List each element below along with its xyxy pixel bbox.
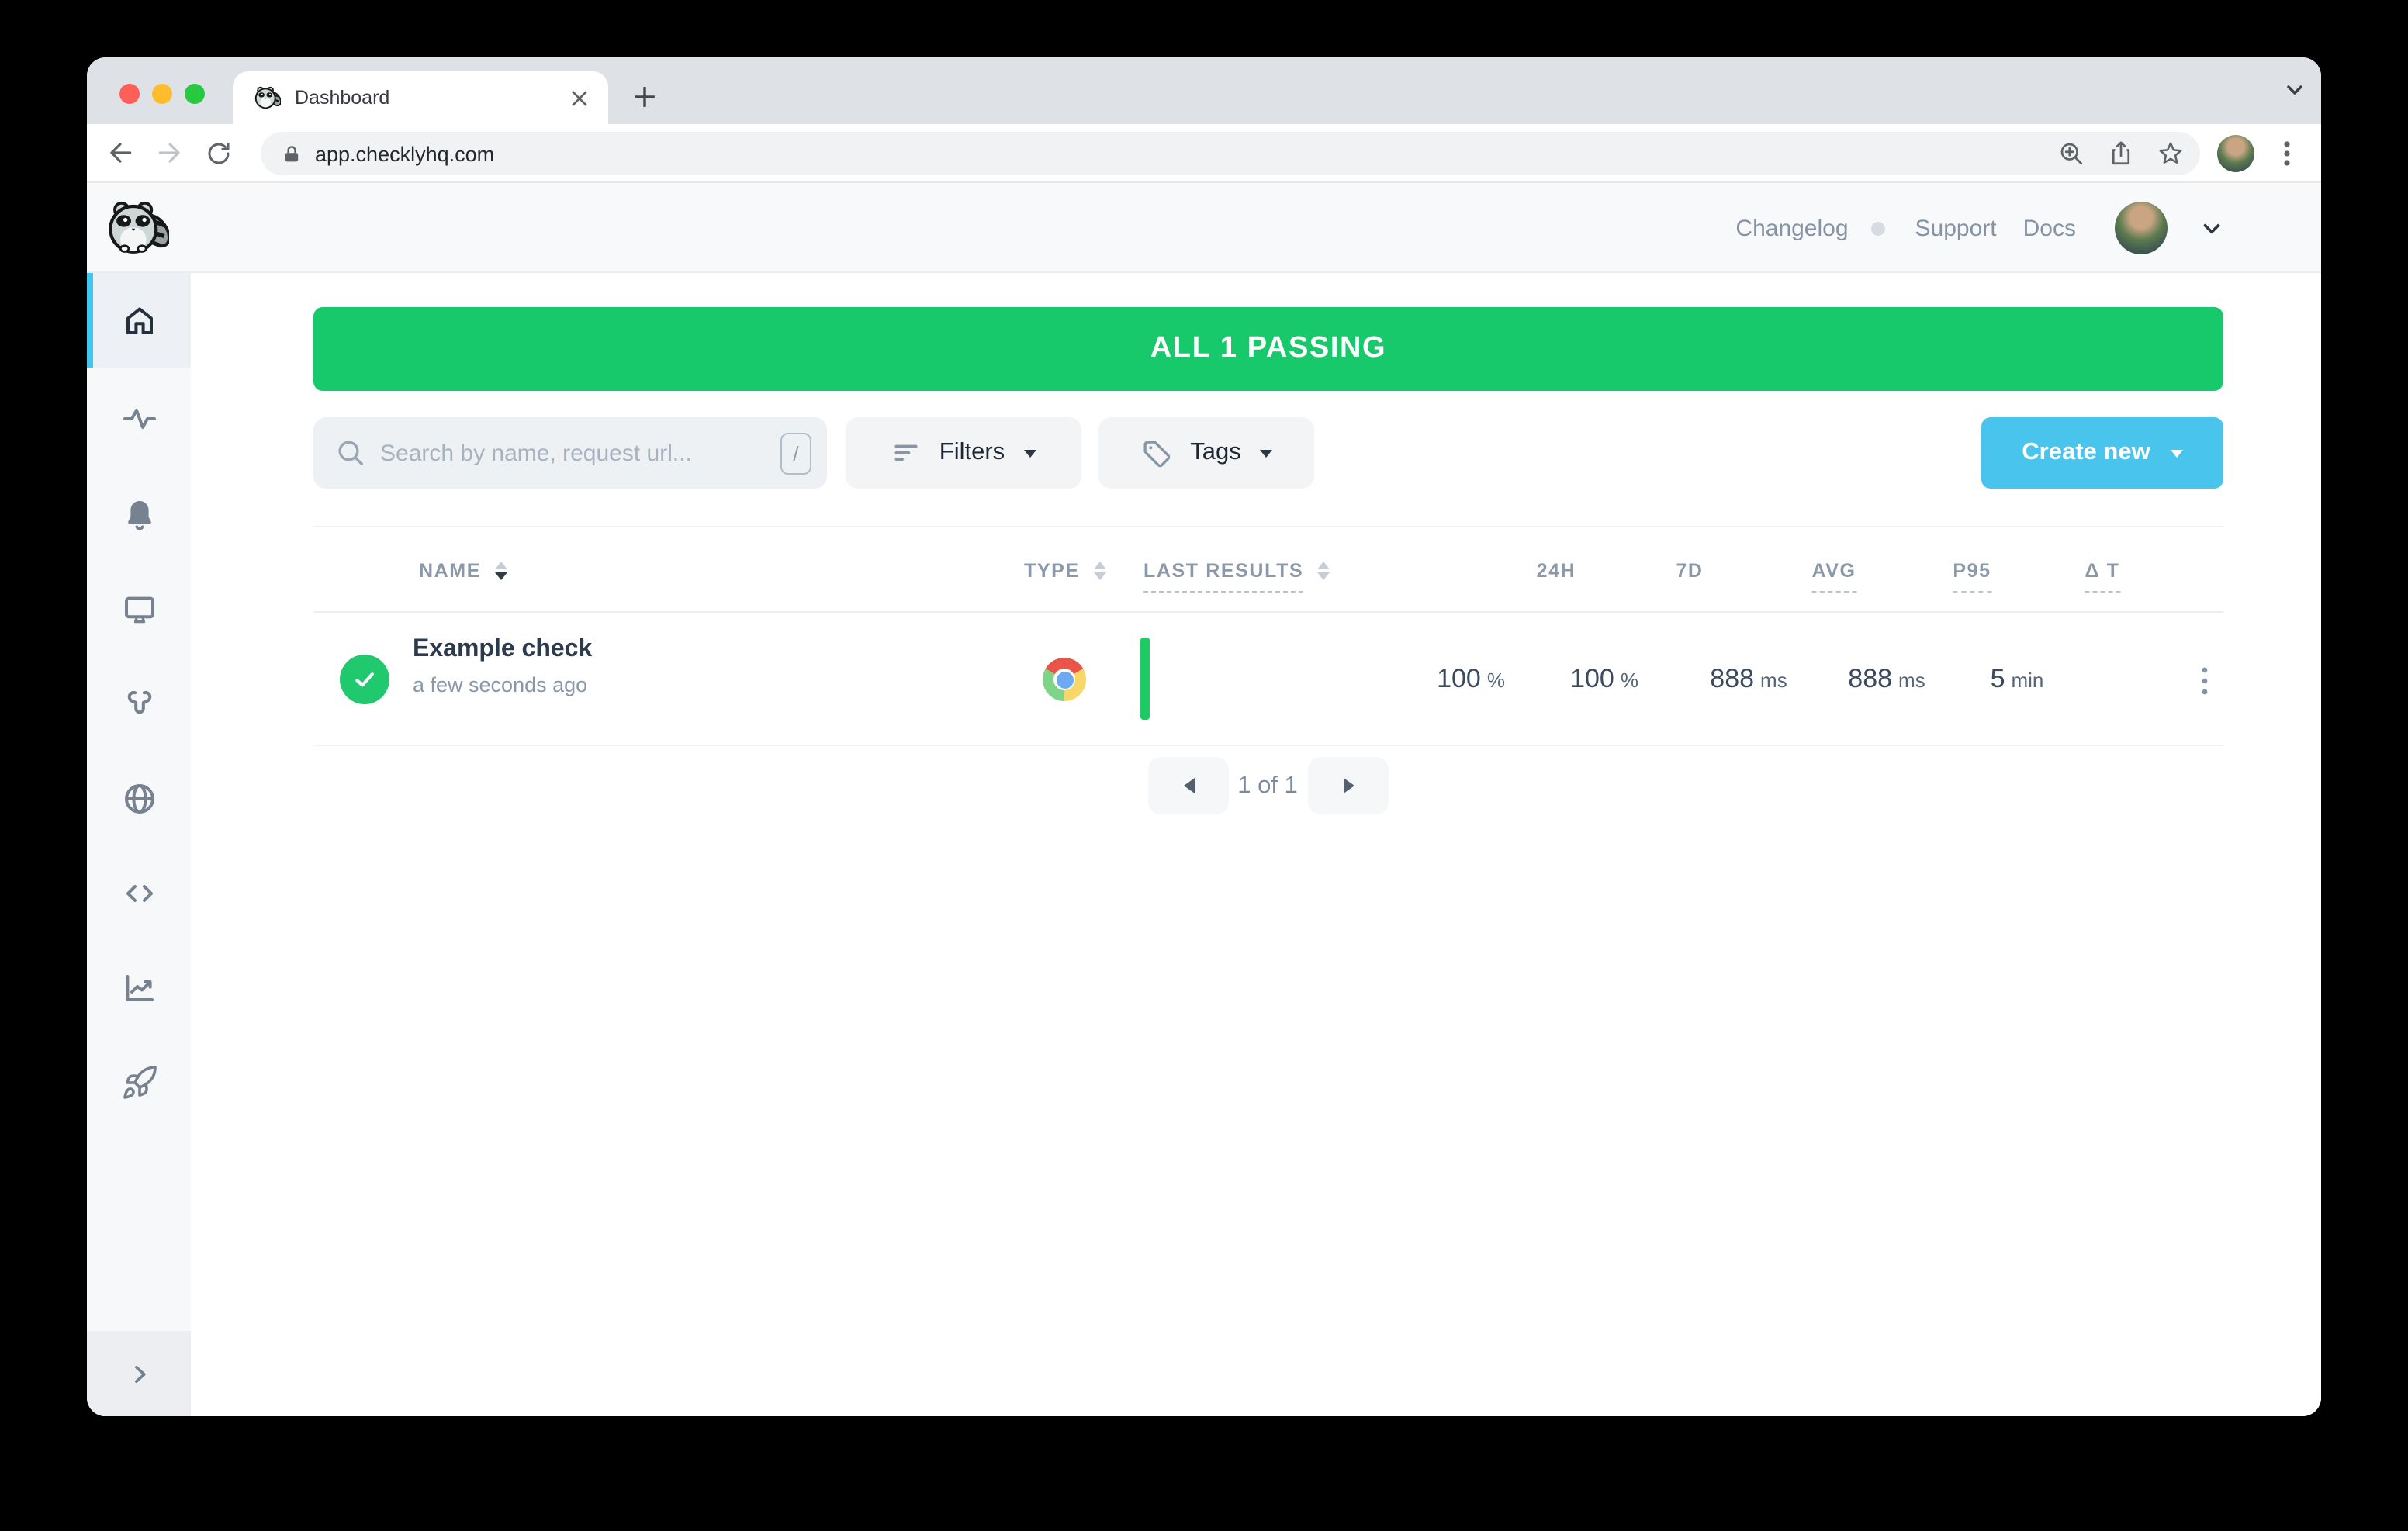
create-new-caret-icon bbox=[2170, 449, 2183, 457]
sidebar-item-activity[interactable] bbox=[120, 400, 157, 437]
search-icon bbox=[335, 437, 366, 468]
back-button[interactable] bbox=[95, 131, 144, 175]
checkly-app-page: Changelog Support Docs bbox=[87, 183, 2321, 1416]
column-header-p95[interactable]: P95 bbox=[1953, 527, 1991, 614]
browser-menu-kebab-icon[interactable] bbox=[2273, 138, 2301, 169]
row-menu-kebab-icon[interactable] bbox=[2191, 664, 2219, 698]
status-banner-text: ALL 1 PASSING bbox=[1150, 332, 1387, 365]
sidebar-item-private-locations-globe-icon[interactable] bbox=[120, 780, 157, 817]
browser-profile-avatar[interactable] bbox=[2217, 135, 2254, 172]
tag-icon bbox=[1140, 437, 1173, 469]
search-input-wrapper: / bbox=[313, 417, 827, 489]
filters-button[interactable]: Filters bbox=[846, 417, 1081, 489]
tab-favicon-raccoon-icon bbox=[253, 84, 281, 112]
app-header-nav: Changelog Support Docs bbox=[1735, 183, 2225, 273]
sort-arrows-icon[interactable] bbox=[1093, 561, 1106, 581]
status-banner: ALL 1 PASSING bbox=[313, 307, 2223, 391]
dashboard-content: ALL 1 PASSING / Filters bbox=[191, 273, 2321, 1416]
sidebar-item-analytics-chart-icon[interactable] bbox=[120, 969, 157, 1007]
tab-close-icon[interactable] bbox=[565, 84, 593, 112]
browser-tab[interactable]: Dashboard bbox=[233, 71, 608, 124]
search-input[interactable] bbox=[380, 440, 780, 466]
create-new-button[interactable]: Create new bbox=[1981, 417, 2223, 489]
column-header-delta-t[interactable]: Δ T bbox=[2085, 527, 2120, 614]
checkly-raccoon-logo[interactable] bbox=[104, 195, 169, 261]
nav-changelog-link[interactable]: Changelog bbox=[1735, 215, 1849, 241]
sort-arrows-icon[interactable] bbox=[495, 561, 508, 581]
filters-caret-icon bbox=[1023, 449, 1036, 457]
tags-label: Tags bbox=[1190, 439, 1241, 465]
left-triangle-icon bbox=[1183, 778, 1194, 793]
column-header-avg[interactable]: AVG bbox=[1811, 527, 1856, 614]
check-last-run-time: a few seconds ago bbox=[413, 673, 588, 696]
last-result-passing-bar[interactable] bbox=[1140, 638, 1149, 720]
check-name-link[interactable]: Example check bbox=[413, 636, 593, 662]
column-header-last-results[interactable]: LAST RESULTS bbox=[1143, 527, 1330, 614]
zoom-page-icon[interactable] bbox=[2057, 140, 2085, 168]
share-icon[interactable] bbox=[2107, 140, 2135, 168]
sidebar-item-maintenance-wrench-icon[interactable] bbox=[120, 686, 157, 723]
column-header-name[interactable]: NAME bbox=[419, 527, 508, 614]
tags-button[interactable]: Tags bbox=[1098, 417, 1314, 489]
reload-button[interactable] bbox=[194, 131, 244, 175]
create-new-label: Create new bbox=[2022, 439, 2150, 465]
address-bar[interactable]: app.checklyhq.com bbox=[261, 132, 2200, 175]
right-triangle-icon bbox=[1343, 778, 1354, 793]
filters-label: Filters bbox=[939, 439, 1005, 465]
column-header-7d: 7D bbox=[1676, 560, 1704, 582]
changelog-unread-dot bbox=[1871, 221, 1886, 235]
check-passing-icon bbox=[340, 655, 389, 704]
sidebar-item-alerts-bell-icon[interactable] bbox=[120, 496, 157, 534]
sidebar bbox=[87, 273, 191, 1416]
user-avatar[interactable] bbox=[2115, 202, 2168, 254]
tab-strip-chevron-down-icon[interactable] bbox=[2282, 78, 2307, 102]
sidebar-item-quickstart-rocket-icon[interactable] bbox=[120, 1064, 157, 1101]
zoom-window-button[interactable] bbox=[185, 84, 205, 104]
active-item-accent bbox=[87, 273, 93, 368]
nav-support-link[interactable]: Support bbox=[1915, 215, 1997, 241]
column-header-type[interactable]: TYPE bbox=[1024, 527, 1106, 614]
nav-docs-link[interactable]: Docs bbox=[2022, 215, 2076, 241]
stat-7d-success: 100% bbox=[1570, 664, 1638, 693]
chrome-browser-check-icon bbox=[1043, 658, 1086, 701]
tab-title: Dashboard bbox=[295, 87, 390, 109]
sort-arrows-icon[interactable] bbox=[1317, 561, 1330, 581]
browser-tab-strip: Dashboard bbox=[87, 57, 2321, 124]
pagination-next-button[interactable] bbox=[1308, 757, 1389, 814]
stat-24h-success: 100% bbox=[1437, 664, 1505, 693]
table-row[interactable]: Example check a few seconds ago 100% 100… bbox=[313, 613, 2223, 746]
bookmark-star-icon[interactable] bbox=[2157, 140, 2185, 168]
browser-window: Dashboard bbox=[87, 57, 2321, 1416]
tags-caret-icon bbox=[1259, 449, 1272, 457]
forward-button[interactable] bbox=[144, 131, 194, 175]
stat-avg-response: 888 ms bbox=[1710, 664, 1787, 693]
close-window-button[interactable] bbox=[119, 84, 140, 104]
table-header: NAME TYPE LAST RESULTS 24H 7D AVG P95 bbox=[313, 526, 2223, 613]
browser-toolbar: app.checklyhq.com bbox=[87, 124, 2321, 183]
home-icon bbox=[120, 302, 157, 340]
user-menu-chevron-down-icon[interactable] bbox=[2199, 215, 2225, 241]
new-tab-button[interactable] bbox=[627, 79, 661, 113]
column-header-24h: 24H bbox=[1536, 560, 1576, 582]
pagination-page-label: 1 of 1 bbox=[1237, 772, 1298, 798]
url-text: app.checklyhq.com bbox=[315, 142, 495, 165]
stat-p95-response: 888 ms bbox=[1848, 664, 1925, 693]
app-header: Changelog Support Docs bbox=[87, 183, 2321, 273]
lock-icon bbox=[281, 142, 303, 165]
window-controls bbox=[119, 84, 205, 104]
search-shortcut-badge: / bbox=[780, 432, 811, 474]
sidebar-item-dashboards-monitor-icon[interactable] bbox=[120, 591, 157, 628]
pagination-previous-button[interactable] bbox=[1148, 757, 1229, 814]
filter-lines-icon bbox=[891, 437, 922, 468]
sidebar-item-home[interactable] bbox=[87, 273, 191, 368]
stat-check-interval: 5 min bbox=[1990, 664, 2044, 693]
sidebar-collapse-button[interactable] bbox=[87, 1331, 191, 1416]
minimize-window-button[interactable] bbox=[152, 84, 172, 104]
sidebar-item-snippets-code-icon[interactable] bbox=[120, 875, 157, 912]
